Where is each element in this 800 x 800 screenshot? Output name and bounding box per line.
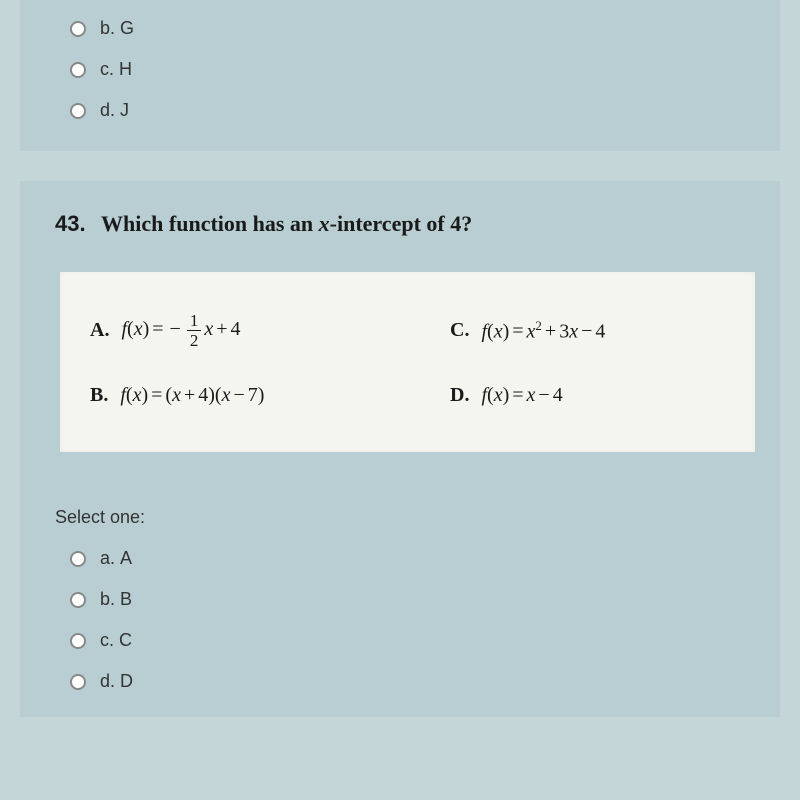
- answer-choice-a: A. f(x)=−12x+4: [90, 312, 450, 349]
- radio-icon: [70, 551, 86, 567]
- radio-icon: [70, 592, 86, 608]
- option-letter: b.: [100, 18, 115, 39]
- question-number: 43.: [55, 211, 86, 236]
- option-label: D: [120, 671, 133, 692]
- question-43-block: 43. Which function has an x-intercept of…: [20, 181, 780, 492]
- radio-icon: [70, 62, 86, 78]
- radio-icon: [70, 103, 86, 119]
- radio-icon: [70, 674, 86, 690]
- option-label: G: [120, 18, 134, 39]
- answer-choices-panel: A. f(x)=−12x+4 C. f(x)=x2+3x−4 B. f(x)=(…: [60, 272, 755, 452]
- select-option-a[interactable]: a. A: [70, 538, 760, 579]
- option-label: B: [120, 589, 132, 610]
- answer-math-a: f(x)=−12x+4: [121, 312, 240, 349]
- select-one-label: Select one:: [55, 507, 760, 528]
- option-letter: c.: [100, 630, 114, 651]
- question-header: 43. Which function has an x-intercept of…: [55, 211, 760, 237]
- answer-choice-c: C. f(x)=x2+3x−4: [450, 312, 605, 349]
- option-letter: a.: [100, 548, 115, 569]
- section-gap: [0, 151, 800, 181]
- answer-letter: C.: [450, 319, 469, 342]
- select-option-c[interactable]: c. C: [70, 620, 760, 661]
- answer-math-d: f(x)=x−4: [481, 384, 562, 407]
- answer-choice-d: D. f(x)=x−4: [450, 384, 563, 407]
- select-option-d[interactable]: d. D: [70, 661, 760, 702]
- option-letter: b.: [100, 589, 115, 610]
- answer-letter: B.: [90, 384, 108, 407]
- option-label: A: [120, 548, 132, 569]
- answer-math-c: f(x)=x2+3x−4: [481, 318, 605, 344]
- answer-choice-b: B. f(x)=(x+4)(x−7): [90, 384, 450, 407]
- answer-math-b: f(x)=(x+4)(x−7): [120, 384, 264, 407]
- answer-row-1: A. f(x)=−12x+4 C. f(x)=x2+3x−4: [90, 312, 725, 349]
- answer-letter: A.: [90, 319, 109, 342]
- select-option-b[interactable]: b. B: [70, 579, 760, 620]
- question-text: Which function has an x-intercept of 4?: [90, 211, 472, 236]
- prev-option-c[interactable]: c. H: [70, 49, 760, 90]
- option-letter: d.: [100, 100, 115, 121]
- select-one-section: Select one: a. A b. B c. C d. D: [20, 492, 780, 717]
- answer-row-2: B. f(x)=(x+4)(x−7) D. f(x)=x−4: [90, 384, 725, 407]
- radio-icon: [70, 21, 86, 37]
- radio-icon: [70, 633, 86, 649]
- prev-option-d[interactable]: d. J: [70, 90, 760, 131]
- previous-question-options: b. G c. H d. J: [20, 0, 780, 151]
- option-letter: d.: [100, 671, 115, 692]
- answer-letter: D.: [450, 384, 469, 407]
- option-label: J: [120, 100, 129, 121]
- prev-option-b[interactable]: b. G: [70, 8, 760, 49]
- option-letter: c.: [100, 59, 114, 80]
- select-options-list: a. A b. B c. C d. D: [55, 538, 760, 702]
- option-label: H: [119, 59, 132, 80]
- option-label: C: [119, 630, 132, 651]
